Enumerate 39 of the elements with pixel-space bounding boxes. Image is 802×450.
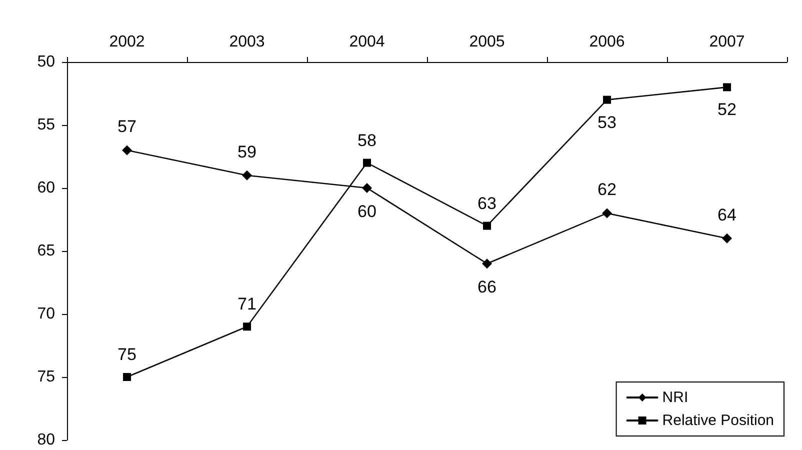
x-tick-label: 2004 bbox=[349, 34, 385, 50]
point bbox=[123, 373, 131, 381]
data-label: 53 bbox=[598, 112, 616, 132]
data-label: 60 bbox=[358, 202, 376, 221]
data-label: 62 bbox=[598, 180, 616, 200]
y-tick-label: 60 bbox=[37, 180, 56, 196]
data-label: 75 bbox=[118, 345, 136, 364]
y-tick-label: 50 bbox=[37, 54, 56, 70]
x-tick-label: 2002 bbox=[109, 34, 145, 50]
data-label: 64 bbox=[718, 205, 736, 224]
point bbox=[483, 222, 491, 230]
y-tick-label: 55 bbox=[37, 116, 56, 134]
data-label: 57 bbox=[118, 117, 136, 136]
data-label: 52 bbox=[718, 100, 736, 120]
data-label: 63 bbox=[478, 194, 496, 213]
point bbox=[363, 158, 371, 167]
x-tick-label: 2007 bbox=[709, 34, 745, 50]
legend-label: Relative Position bbox=[662, 412, 774, 429]
x-tick-label: 2005 bbox=[469, 34, 505, 50]
point bbox=[723, 83, 731, 92]
data-label: 59 bbox=[238, 142, 256, 162]
x-tick-label: 2003 bbox=[229, 34, 265, 50]
y-tick-label: 80 bbox=[37, 432, 56, 448]
y-tick-label: 70 bbox=[37, 306, 56, 322]
y-tick-label: 75 bbox=[37, 368, 56, 386]
point bbox=[722, 233, 732, 244]
data-label: 58 bbox=[358, 130, 376, 150]
point bbox=[602, 208, 612, 218]
point bbox=[122, 145, 132, 156]
legend-label: NRI bbox=[662, 389, 688, 406]
x-tick-label: 2006 bbox=[589, 34, 625, 50]
point bbox=[482, 258, 492, 269]
y-tick-label: 65 bbox=[37, 242, 56, 260]
point bbox=[362, 183, 372, 193]
point bbox=[603, 96, 611, 104]
data-label: 66 bbox=[478, 278, 496, 297]
point bbox=[243, 322, 251, 331]
data-label: 71 bbox=[238, 294, 256, 314]
point bbox=[242, 170, 252, 180]
